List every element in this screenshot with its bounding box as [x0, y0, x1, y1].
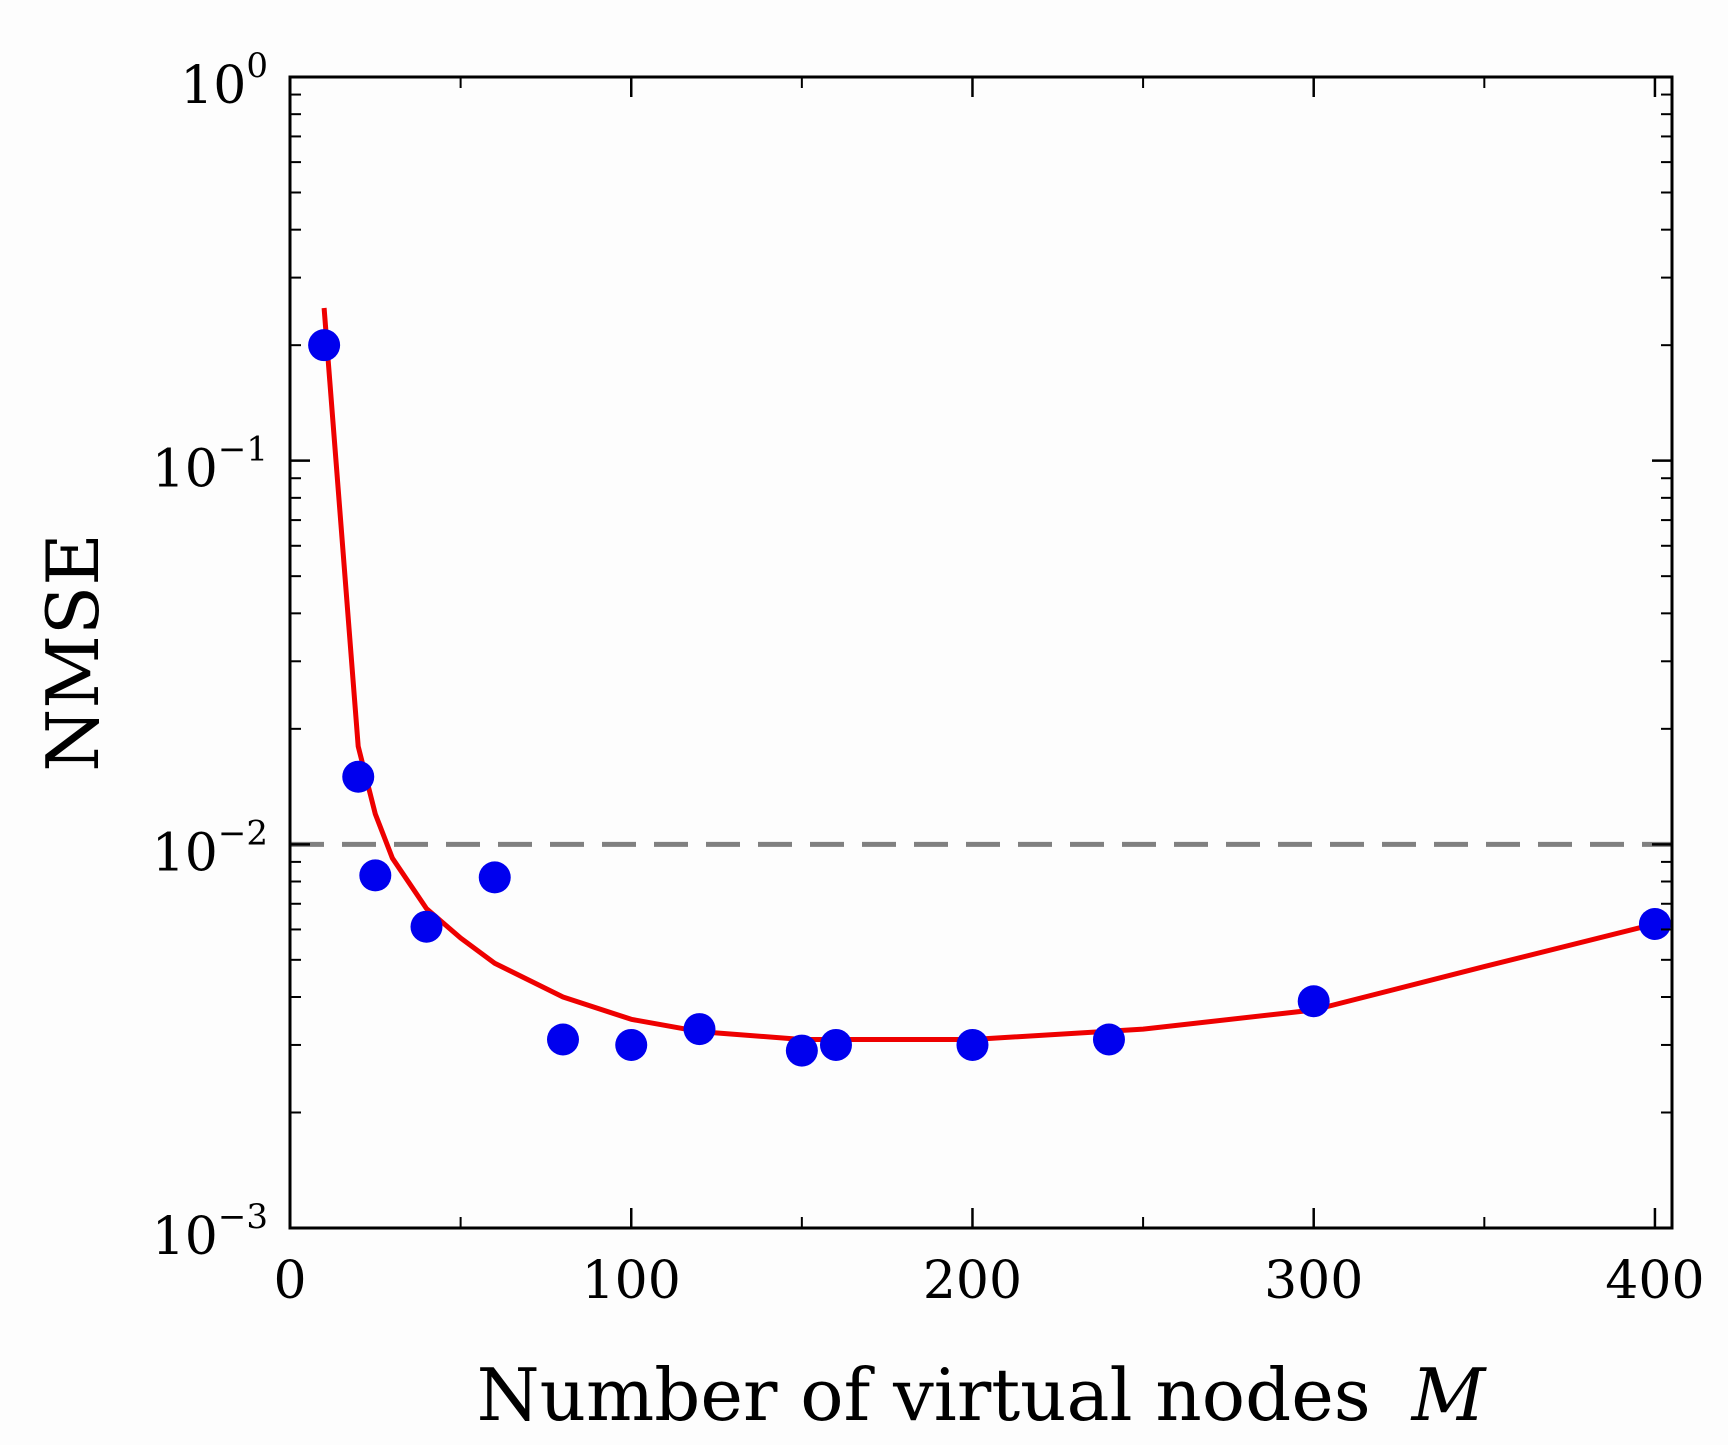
data-point	[956, 1028, 989, 1061]
y-tick-exponent: 0	[246, 46, 268, 86]
x-axis-title-variable: M	[1410, 1353, 1488, 1437]
data-point	[478, 861, 511, 894]
y-tick-label: 10−1	[152, 430, 268, 500]
data-point	[359, 859, 392, 892]
fit-line	[321, 307, 1656, 1042]
y-tick-exponent: −2	[218, 813, 268, 853]
y-tick-label: 10−2	[152, 813, 268, 883]
data-point	[1297, 985, 1330, 1018]
y-tick-base: 10	[152, 823, 218, 883]
plot-frame	[288, 75, 1674, 1230]
data-point	[308, 329, 341, 362]
y-tick-base: 10	[152, 440, 218, 500]
plot-area	[290, 307, 1672, 1067]
data-point	[683, 1013, 716, 1046]
x-tick-label: 300	[1264, 1251, 1363, 1311]
y-tick-exponent: −3	[218, 1197, 268, 1237]
data-point	[1092, 1023, 1125, 1056]
x-axis-title-text: Number of virtual nodes	[477, 1353, 1371, 1437]
y-tick-exponent: −1	[218, 430, 268, 470]
data-point	[410, 910, 443, 943]
data-point	[819, 1028, 852, 1061]
data-point	[546, 1023, 579, 1056]
x-tick-label: 200	[923, 1251, 1022, 1311]
y-tick-base: 10	[152, 1207, 218, 1267]
x-axis-title: Number of virtual nodes M	[477, 1353, 1488, 1437]
y-tick-base: 10	[180, 56, 246, 116]
y-tick-label: 100	[180, 46, 268, 116]
x-tick-label: 100	[582, 1251, 681, 1311]
x-tick-label: 400	[1605, 1251, 1704, 1311]
axes	[288, 75, 1674, 1230]
data-point	[1638, 907, 1671, 940]
data-point	[785, 1034, 818, 1067]
y-tick-label: 10−3	[152, 1197, 268, 1267]
data-point	[342, 760, 375, 793]
x-tick-label: 0	[273, 1251, 306, 1311]
data-point	[615, 1028, 648, 1061]
y-axis-title: NMSE	[31, 533, 115, 772]
